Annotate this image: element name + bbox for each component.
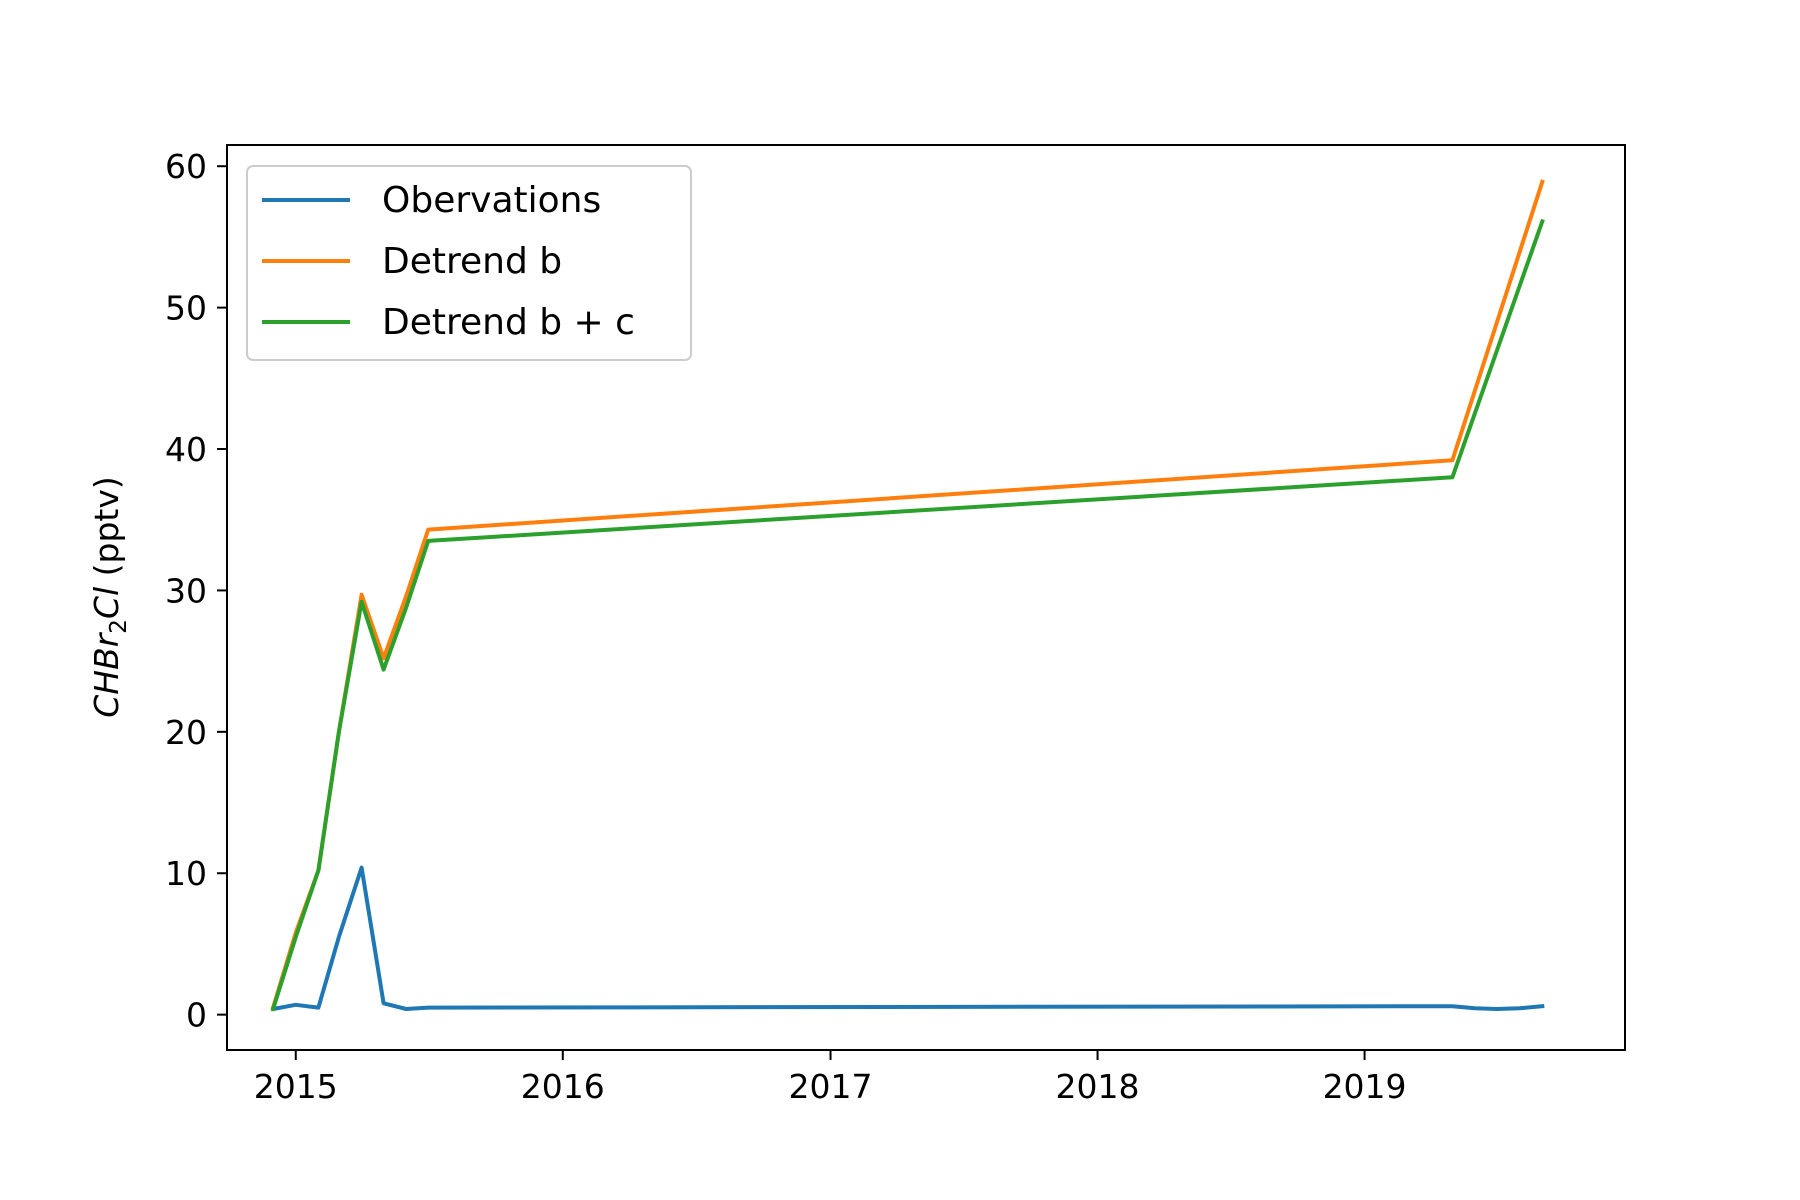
y-axis-label-unit: (pptv) xyxy=(87,476,126,587)
series-line-2 xyxy=(270,218,1545,1012)
y-tick-label: 50 xyxy=(165,289,207,328)
x-axis: 2015 2016 2017 2018 2019 xyxy=(254,1050,1407,1106)
y-axis-label-molecule-tail: Cl xyxy=(87,587,126,619)
y-tick-label: 30 xyxy=(165,571,207,610)
x-tick-label: 2015 xyxy=(254,1067,338,1106)
x-tick-label: 2019 xyxy=(1323,1067,1407,1106)
legend-label-detrend-b: Detrend b xyxy=(382,241,562,282)
plot-frame xyxy=(226,144,1626,1051)
y-axis-label: CHBr2Cl (pptv) xyxy=(87,476,132,718)
series-line-0 xyxy=(270,865,1545,1012)
legend-label-observations: Obervations xyxy=(382,180,601,221)
legend-box xyxy=(246,165,692,361)
y-axis-label-molecule: CHBr xyxy=(87,631,126,717)
legend-label-detrend-b-c: Detrend b + c xyxy=(382,302,635,343)
y-tick-label: 40 xyxy=(165,430,207,469)
y-tick-label: 0 xyxy=(186,996,207,1035)
y-axis: 0 10 20 30 40 50 60 xyxy=(165,147,227,1035)
legend: Obervations Detrend b Detrend b + c xyxy=(246,165,692,361)
x-tick-label: 2017 xyxy=(789,1067,873,1106)
x-tick-label: 2016 xyxy=(521,1067,605,1106)
y-tick-label: 10 xyxy=(165,854,207,893)
series-lines xyxy=(270,179,1545,1012)
y-tick-label: 20 xyxy=(165,713,207,752)
y-axis-label-subscript: 2 xyxy=(106,619,132,634)
x-tick-label: 2018 xyxy=(1056,1067,1140,1106)
y-tick-label: 60 xyxy=(165,147,207,186)
